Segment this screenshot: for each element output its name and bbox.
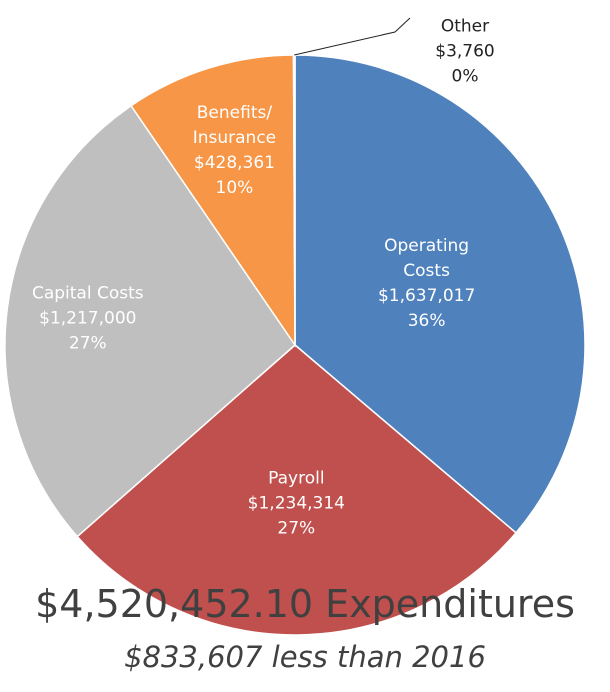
pie-slice [4,104,296,538]
slice-label: Payroll $1,234,314 27% [226,467,366,542]
slice-value: $1,234,314 [247,493,345,514]
slice-name: Benefits/ Insurance [192,103,277,149]
slice-percent: 36% [407,311,446,332]
chart-title: $4,520,452.10 Expenditures [35,582,575,626]
slice-label: Other $3,760 0% [405,15,525,90]
slice-name: Operating Costs [384,236,470,282]
slice-name: Other [440,16,490,37]
pie-slice [294,54,586,534]
pie-slice [130,54,296,348]
slice-value: $1,217,000 [39,308,137,329]
slice-percent: 0% [451,66,479,87]
slice-label: Operating Costs $1,637,017 36% [372,234,482,334]
slice-name: Payroll [268,468,325,489]
slice-name: Capital Costs [31,283,144,304]
slice-percent: 27% [68,333,107,354]
slice-value: $428,361 [193,153,275,174]
slice-label: Capital Costs $1,217,000 27% [13,282,163,357]
pie-slice [76,344,518,636]
leader-line [294,17,411,56]
slice-percent: 10% [215,178,254,199]
slice-percent: 27% [277,518,316,539]
slice-value: $1,637,017 [377,286,476,307]
chart-subtitle: $833,607 less than 2016 [124,640,486,674]
slice-label: Benefits/ Insurance $428,361 10% [184,101,284,201]
slice-value: $3,760 [435,41,495,62]
